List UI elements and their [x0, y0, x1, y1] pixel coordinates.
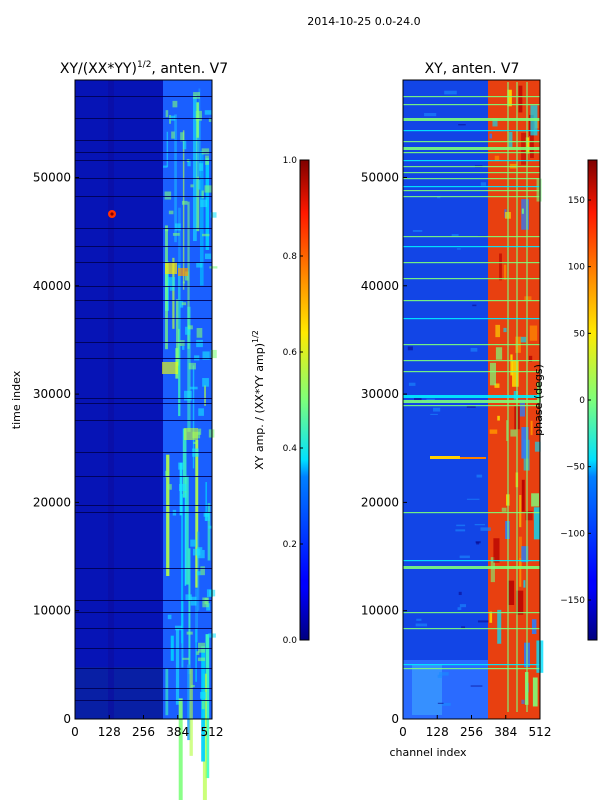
x-tick-label: 512	[529, 725, 552, 739]
phase-heatmap	[403, 80, 544, 719]
y-tick-label: 0	[391, 712, 399, 726]
phase-panel: XY, anten. V7 0 128 256 384 512 0 10000 20000 3…	[361, 61, 598, 759]
phase-x-ticks: 0 128 256 384 512	[399, 715, 551, 739]
amplitude-heatmap	[75, 80, 218, 800]
colorbar-tick-label: 0.4	[283, 444, 298, 454]
x-tick-label: 128	[426, 725, 449, 739]
y-tick-label: 20000	[33, 495, 71, 509]
x-tick-label: 384	[494, 725, 517, 739]
colorbar-tick-label: 0.6	[283, 348, 298, 358]
x-tick-label: 256	[460, 725, 483, 739]
x-tick-label: 384	[166, 725, 189, 739]
y-tick-label: 50000	[33, 170, 71, 184]
amplitude-y-ticks: 0 10000 20000 30000 40000 50000	[33, 170, 79, 726]
colorbar-tick-label: 100	[568, 263, 585, 273]
colorbar-tick-label: 0.0	[283, 636, 298, 646]
phase-x-axis-label: channel index	[389, 746, 467, 759]
colorbar-tick-label: 150	[568, 196, 585, 206]
phase-y-ticks: 0 10000 20000 30000 40000 50000	[361, 170, 407, 726]
y-tick-label: 40000	[361, 279, 399, 293]
phase-title: XY, anten. V7	[425, 61, 520, 77]
colorbar-tick-label: 0.8	[283, 252, 298, 262]
amplitude-x-ticks: 0 128 256 384 512	[71, 715, 223, 739]
figure-suptitle: 2014-10-25 0.0-24.0	[307, 15, 420, 28]
phase-colorbar: −150 −100 −50 0 50 100 150 phase (degs)	[532, 159, 598, 641]
colorbar-tick-label: 0	[579, 396, 585, 406]
amplitude-panel: XY/(XX*YY)1/2, anten. V7 0 128 256 384 512 0…	[10, 60, 310, 800]
x-tick-label: 0	[399, 725, 407, 739]
phase-colorbar-label: phase (degs)	[532, 364, 545, 436]
x-tick-label: 512	[201, 725, 224, 739]
colorbar-tick-label: 0.2	[283, 540, 297, 550]
amplitude-colorbar: 0.0 0.2 0.4 0.6 0.8 1.0 XY amp. / (XX*YY amp)…	[251, 156, 310, 646]
amplitude-y-axis-label: time index	[10, 370, 23, 429]
x-tick-label: 128	[98, 725, 121, 739]
colorbar-tick-label: 50	[574, 329, 586, 339]
y-tick-label: 10000	[361, 604, 399, 618]
colorbar-tick-label: 1.0	[283, 156, 298, 166]
colorbar-tick-label: −100	[560, 529, 585, 539]
x-tick-label: 256	[132, 725, 155, 739]
y-tick-label: 30000	[361, 387, 399, 401]
y-tick-label: 50000	[361, 170, 399, 184]
colorbar-tick-label: −50	[566, 463, 585, 473]
amplitude-colorbar-label: XY amp. / (XX*YY amp)1/2	[251, 330, 266, 470]
x-tick-label: 0	[71, 725, 79, 739]
y-tick-label: 30000	[33, 387, 71, 401]
y-tick-label: 10000	[33, 604, 71, 618]
y-tick-label: 20000	[361, 495, 399, 509]
y-tick-label: 0	[63, 712, 71, 726]
amplitude-title: XY/(XX*YY)1/2, anten. V7	[60, 60, 228, 77]
colorbar-tick-label: −150	[560, 596, 585, 606]
y-tick-label: 40000	[33, 279, 71, 293]
